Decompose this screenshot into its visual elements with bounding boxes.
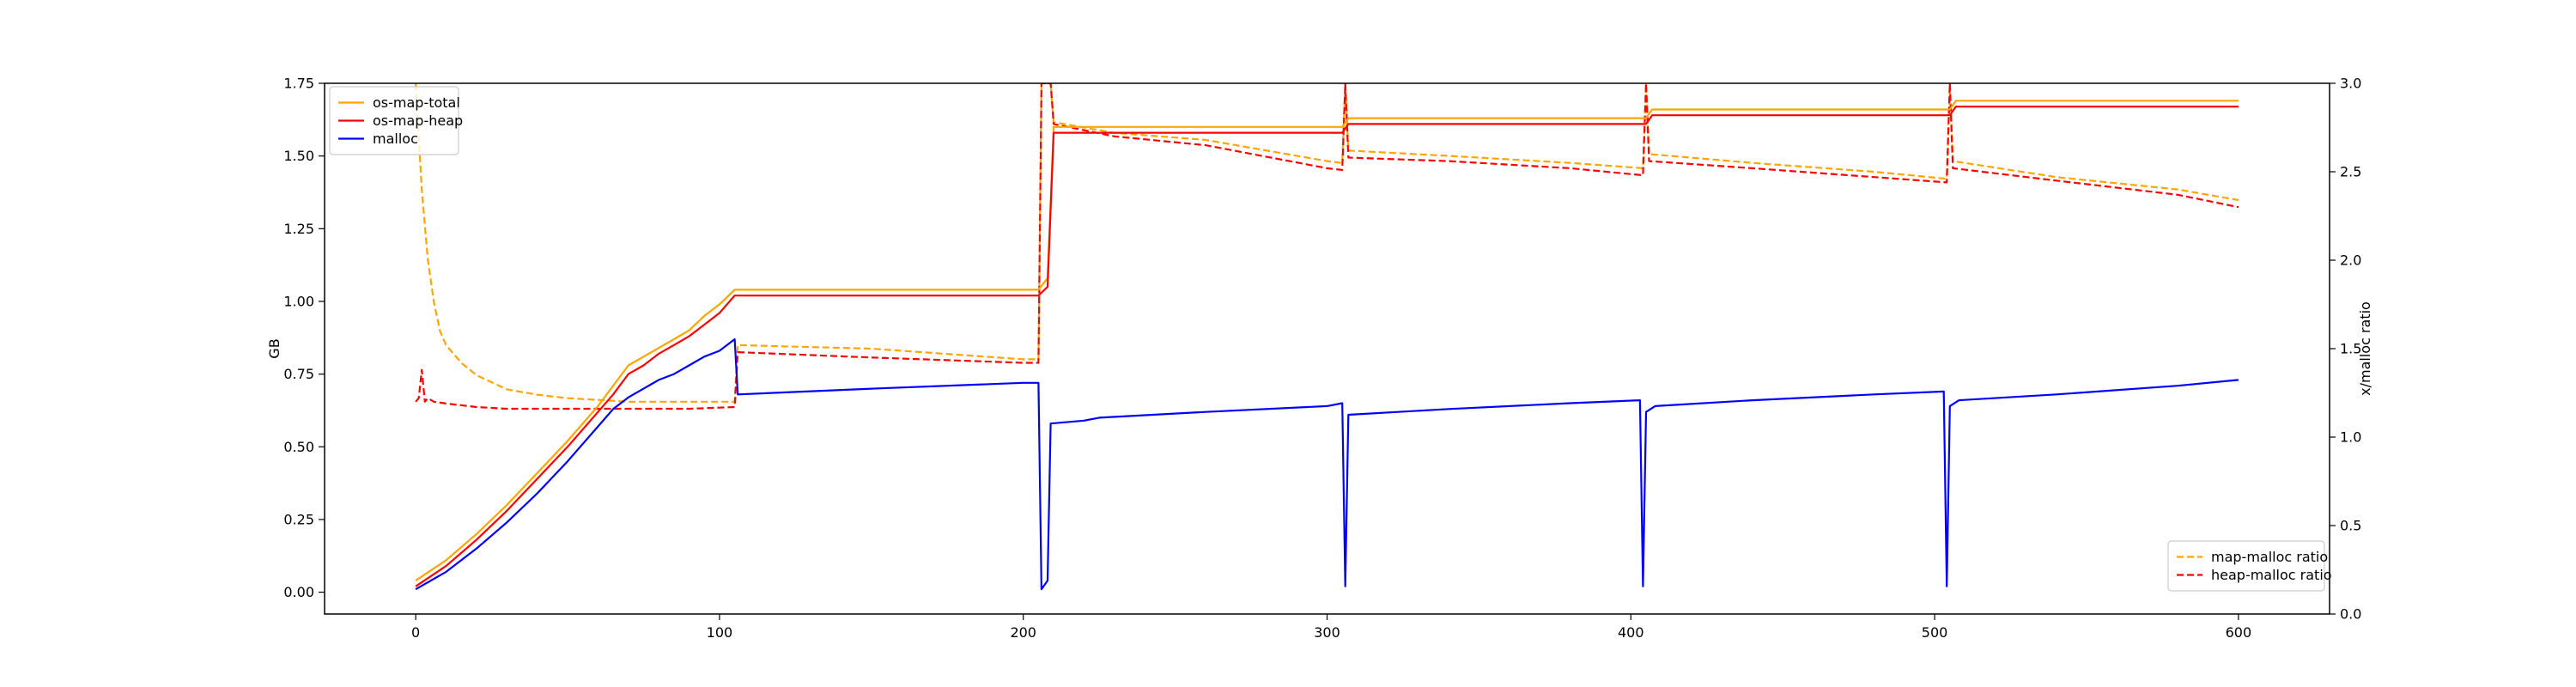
y-left-tick-label: 0.00 [283,584,314,600]
legend-right: map-malloc ratio heap-malloc ratio [2167,540,2332,592]
legend-label: heap-malloc ratio [2211,567,2332,583]
series-line-map-malloc-ratio [415,83,2239,403]
y-left-tick-label: 1.50 [283,148,314,164]
legend-frame [329,86,459,155]
legend-label: os-map-total [373,94,460,111]
y-right-tick-label: 2.5 [2340,164,2361,180]
x-tick-label: 400 [1618,624,1644,641]
tick-layer: 0 100 200 300 400 500 600 0.00 0.25 0.50 0.75 1.00 1… [283,76,2361,641]
series-line-heap-malloc-ratio [415,83,2239,410]
y-right-tick-label: 0.0 [2340,606,2361,623]
x-tick-label: 600 [2226,624,2252,641]
y-axis-label-right: x/malloc ratio [2357,301,2373,396]
y-right-tick-label: 2.0 [2340,252,2361,269]
y-left-tick-label: 0.50 [283,439,314,455]
x-tick-label: 500 [1922,624,1948,641]
x-tick-label: 0 [411,624,420,641]
x-tick-label: 100 [707,624,733,641]
y-left-tick-label: 0.25 [283,511,314,527]
y-right-tick-label: 1.5 [2340,341,2361,357]
series-line-malloc [415,337,2239,591]
legend-label: os-map-heap [373,112,463,129]
x-tick-label: 200 [1010,624,1036,641]
legend-label: malloc [373,131,418,147]
y-right-tick-label: 0.5 [2340,518,2361,534]
y-right-tick-label: 1.0 [2340,429,2361,446]
y-left-tick-label: 0.75 [283,366,314,382]
series-line-os-map-total [415,100,2239,582]
series-line-os-map-heap [415,106,2239,587]
y-axis-label-left: GB [266,338,283,358]
legend-frame [2167,540,2325,592]
legend-label: map-malloc ratio [2211,549,2328,565]
y-left-tick-label: 1.25 [283,221,314,237]
x-tick-label: 300 [1314,624,1340,641]
y-right-tick-label: 3.0 [2340,76,2361,92]
series-layer [415,83,2239,591]
axes-frame [324,82,2330,615]
y-left-tick-label: 1.75 [283,76,314,92]
y-left-tick-label: 1.00 [283,293,314,309]
